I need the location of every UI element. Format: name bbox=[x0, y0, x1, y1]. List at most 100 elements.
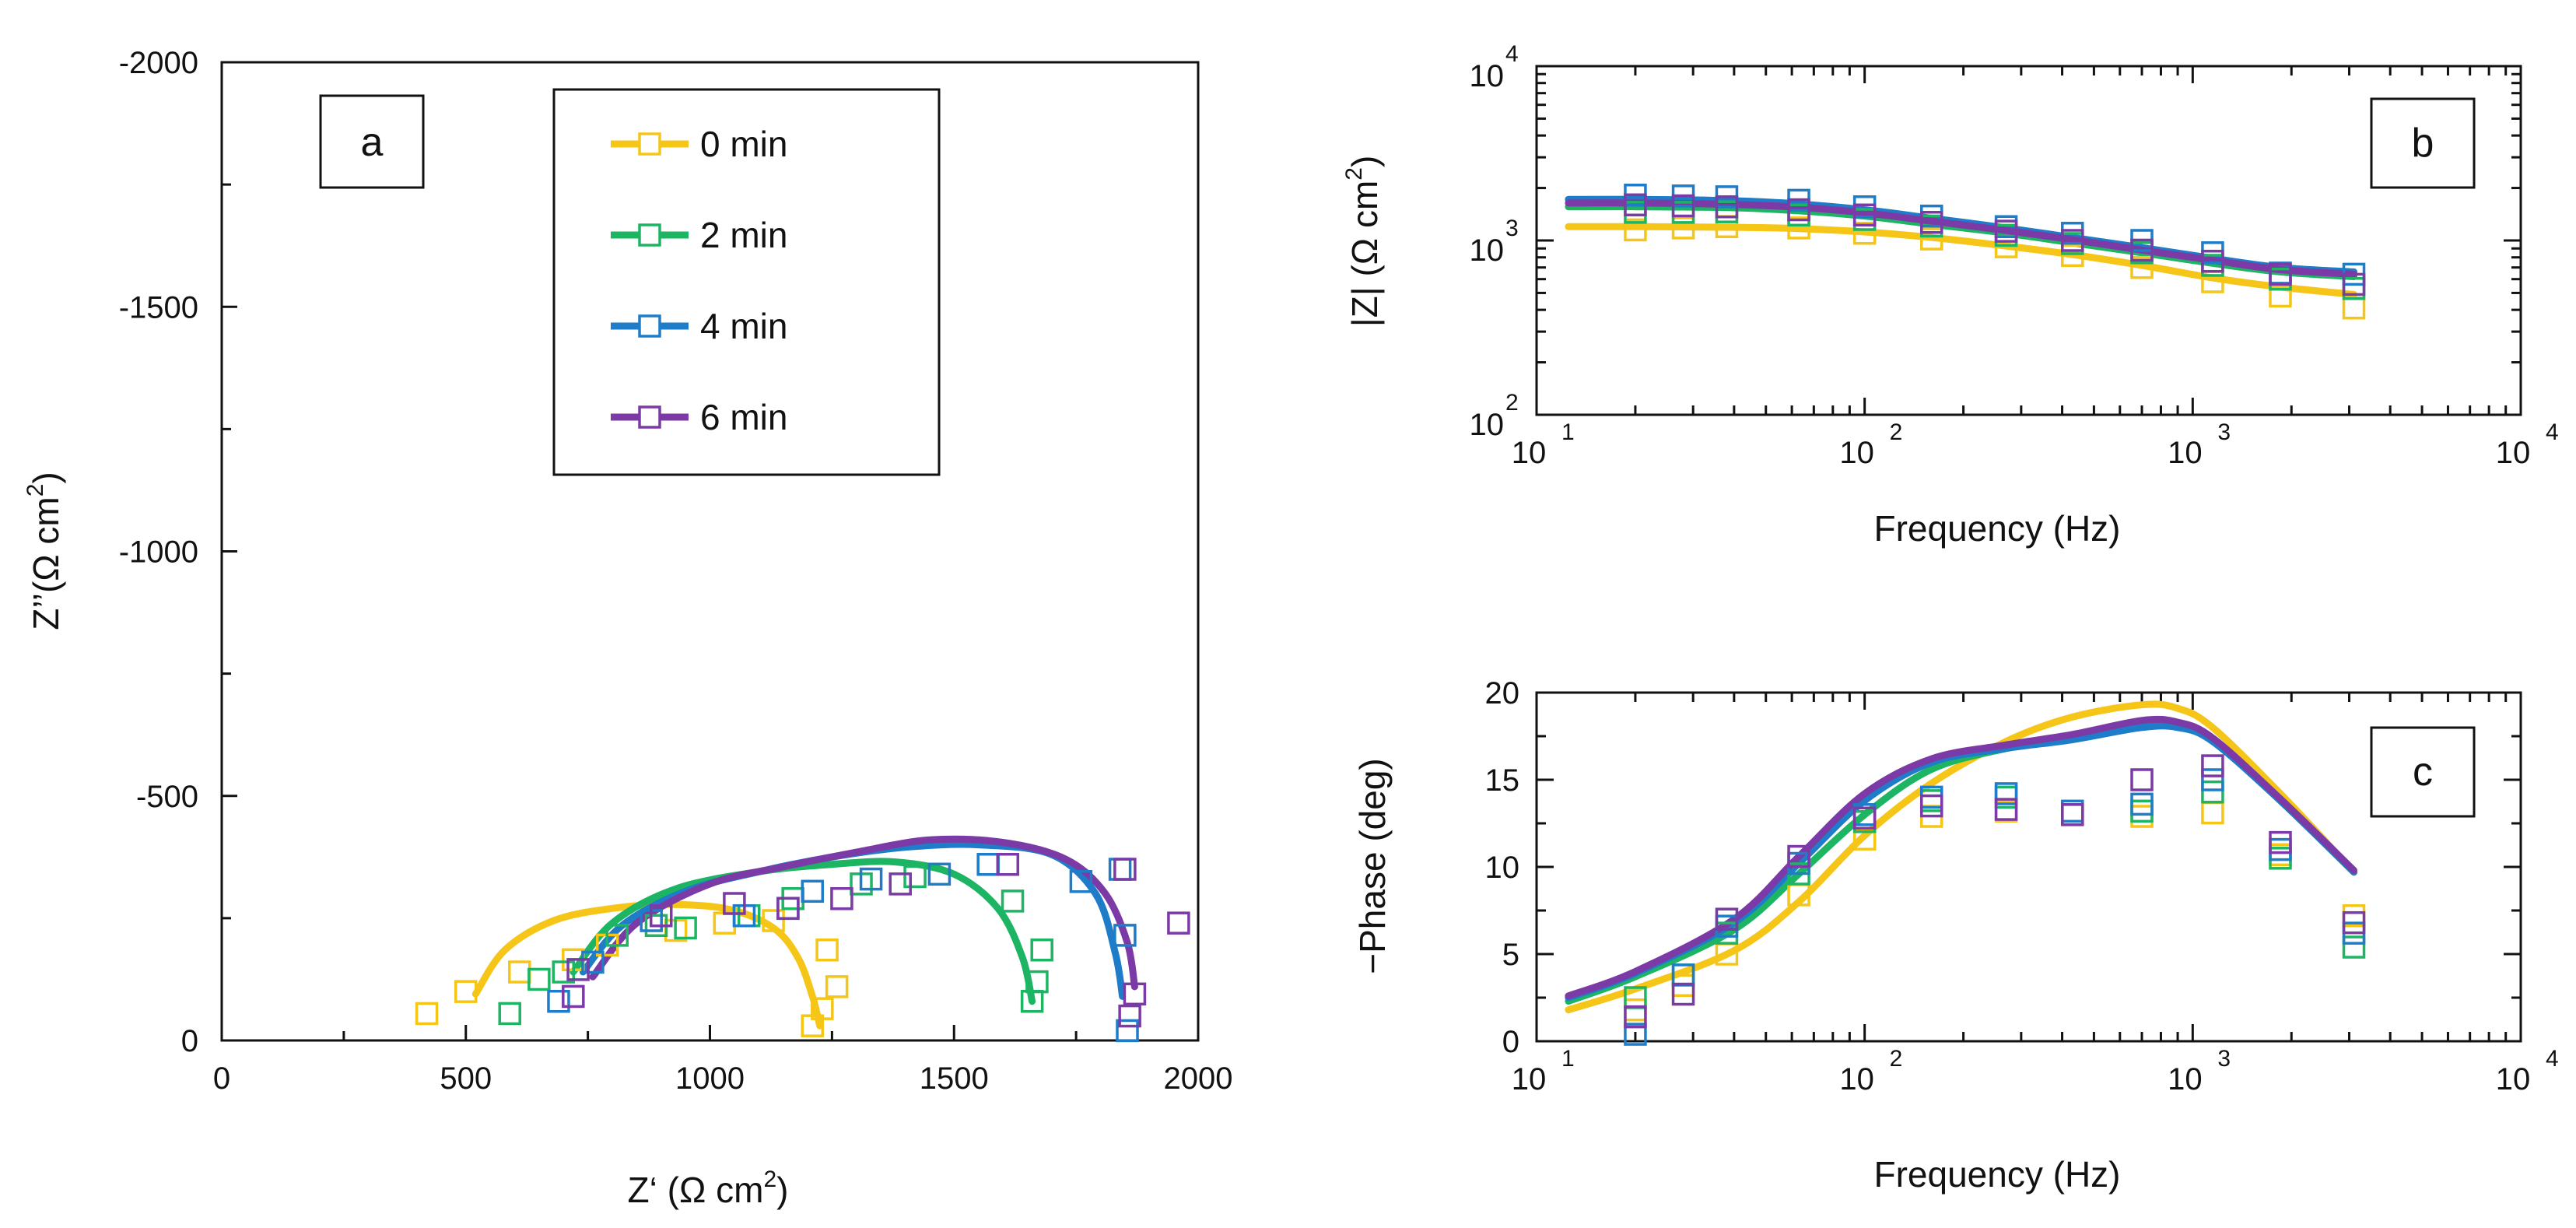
panel-c-point-6-min bbox=[1919, 794, 1943, 818]
panel-a-point-2-min bbox=[552, 960, 575, 984]
panel-b-point-6-min bbox=[2269, 262, 2292, 286]
panel-a-nyquist: 0 500 1000 1500 2000 0 -500 -1000 -1500 -2000 a 0… bbox=[23, 46, 1232, 1210]
panel-b-x-axis-label: Frequency (Hz) bbox=[1874, 508, 2121, 549]
panel-a-point-2-min bbox=[605, 924, 629, 947]
panel-a-x-tick-label: 500 bbox=[440, 1061, 492, 1096]
panel-a-point-6-min bbox=[830, 886, 853, 910]
legend-marker-2-min bbox=[638, 223, 661, 247]
panel-c-point-0-min bbox=[1624, 998, 1647, 1022]
panel-b-fit-line-6-min bbox=[1565, 199, 2357, 278]
panel-c-data-points bbox=[1624, 754, 2366, 1046]
panel-a-point-2-min bbox=[1001, 889, 1025, 913]
panel-a-y-tick-label: -1000 bbox=[119, 535, 198, 570]
panel-a-point-6-min bbox=[1123, 982, 1147, 1006]
panel-b-point-6-min bbox=[1715, 195, 1739, 219]
panel-c-x-tick-label: 10 bbox=[1839, 1062, 1874, 1096]
panel-a-x-tick-label: 1500 bbox=[920, 1061, 989, 1096]
panel-b-point-6-min bbox=[1787, 198, 1810, 222]
panel-b-point-6-min bbox=[1671, 194, 1695, 218]
panel-b-y-tick-label: 10 bbox=[1470, 408, 1505, 442]
panel-a-point-4-min bbox=[581, 950, 605, 974]
panel-c-point-6-min bbox=[2201, 754, 2224, 777]
panel-c-point-6-min bbox=[1715, 907, 1739, 931]
panel-c-point-2-min bbox=[2201, 780, 2224, 804]
panel-b-point-0-min bbox=[1624, 218, 1647, 242]
panel-a-point-6-min bbox=[562, 984, 585, 1009]
panel-b-point-0-min bbox=[2269, 284, 2292, 308]
panel-c-y-tick-label: 0 bbox=[1502, 1025, 1519, 1059]
panel-c-point-6-min bbox=[2342, 910, 2366, 935]
panel-b-y-tick-exponent: 2 bbox=[1505, 390, 1519, 416]
panel-b-letter: b bbox=[2412, 121, 2434, 166]
panel-a-y-axis-label: Z’’(Ω cm2) bbox=[23, 472, 66, 630]
panel-c-point-6-min bbox=[1852, 806, 1877, 830]
panel-a-point-6-min bbox=[650, 903, 673, 928]
panel-a-letter: a bbox=[361, 120, 384, 165]
panel-a-point-2-min bbox=[903, 865, 927, 889]
panel-a-point-4-min bbox=[801, 879, 825, 903]
panel-c-point-0-min bbox=[2130, 805, 2154, 828]
panel-a-point-6-min bbox=[1118, 1004, 1141, 1028]
panel-c-x-tick-exponent: 2 bbox=[1890, 1046, 1903, 1072]
panel-a-point-2-min bbox=[674, 916, 697, 940]
panel-a-point-6-min bbox=[723, 892, 746, 915]
panel-c-point-6-min bbox=[1787, 844, 1810, 868]
panel-a-point-2-min bbox=[527, 967, 551, 991]
panel-a-point-6-min bbox=[888, 872, 912, 896]
panel-a-point-4-min bbox=[1116, 1019, 1139, 1043]
legend-marker-4-min bbox=[638, 314, 661, 338]
panel-a-fit-line-4-min bbox=[579, 840, 1127, 1000]
panel-b-y-tick-exponent: 3 bbox=[1505, 216, 1519, 241]
panel-b-x-tick-label: 10 bbox=[1839, 436, 1874, 470]
legend-marker-0-min bbox=[638, 132, 661, 156]
panel-c-point-2-min bbox=[2342, 935, 2366, 959]
panel-c-fit-line-6-min bbox=[1565, 715, 2357, 1000]
panel-b-point-6-min bbox=[2061, 229, 2084, 252]
panel-b-x-tick-exponent: 4 bbox=[2546, 419, 2559, 445]
panel-a-point-2-min bbox=[1025, 970, 1049, 994]
panel-c-x-tick-label: 10 bbox=[2496, 1062, 2531, 1096]
legend-label: 6 min bbox=[700, 397, 787, 437]
panel-a-point-0-min bbox=[762, 909, 785, 932]
panel-a-point-2-min bbox=[498, 1002, 521, 1026]
panel-a-point-0-min bbox=[415, 1002, 439, 1026]
panel-a-point-0-min bbox=[811, 997, 834, 1020]
panel-c-x-tick-exponent: 4 bbox=[2546, 1046, 2559, 1072]
legend-box bbox=[552, 88, 941, 476]
legend-label: 0 min bbox=[700, 124, 787, 164]
panel-a-point-4-min bbox=[927, 862, 952, 886]
panel-c-ticks: 10 1 10 2 10 3 10 4 0 5 10 15 20 bbox=[1485, 676, 2559, 1096]
panel-c-point-4-min bbox=[1994, 782, 2018, 805]
panel-c-x-axis-label: Frequency (Hz) bbox=[1874, 1154, 2121, 1195]
panel-a-fit-line-2-min bbox=[570, 858, 1036, 1005]
panel-c-point-6-min bbox=[1624, 1005, 1647, 1029]
panel-a-point-4-min bbox=[859, 867, 883, 891]
panel-b-point-6-min bbox=[2201, 249, 2224, 273]
panel-b-point-6-min bbox=[1994, 219, 2018, 243]
panel-b-x-tick-label: 10 bbox=[2496, 436, 2531, 470]
panel-a-point-0-min bbox=[454, 980, 478, 1003]
legend-label: 2 min bbox=[700, 215, 787, 255]
panel-b-data-points bbox=[1624, 183, 2366, 320]
panel-b-letter-box bbox=[2370, 97, 2476, 189]
panel-b-y-tick-label: 10 bbox=[1470, 59, 1505, 93]
panel-c-point-4-min bbox=[2201, 768, 2224, 791]
panel-b-y-tick-label: 10 bbox=[1470, 233, 1505, 268]
panel-a-y-tick-label: -500 bbox=[136, 780, 198, 814]
panel-c-bode-phase: 10 1 10 2 10 3 10 4 0 5 10 15 20 c Frequency (Hz) −P… bbox=[1352, 676, 2559, 1195]
legend-marker-6-min bbox=[638, 405, 661, 429]
panel-b-fit-lines bbox=[1565, 195, 2357, 298]
panel-a-x-tick-label: 1000 bbox=[675, 1061, 745, 1096]
legend: 0 min 2 min 4 min 6 min bbox=[611, 124, 787, 437]
panel-a-data-points bbox=[415, 852, 1190, 1043]
panel-c-point-4-min bbox=[2130, 792, 2154, 816]
panel-a-x-axis-label: Z‘ (Ω cm2) bbox=[628, 1167, 789, 1210]
panel-a-point-0-min bbox=[815, 938, 839, 962]
panel-a-point-4-min bbox=[547, 989, 570, 1013]
panel-b-point-6-min bbox=[2342, 272, 2366, 296]
panel-b-point-0-min bbox=[2061, 244, 2084, 268]
panel-a-point-4-min bbox=[1113, 924, 1137, 947]
panel-a-fit-lines bbox=[471, 835, 1138, 1030]
panel-a-letter-box bbox=[319, 94, 425, 189]
